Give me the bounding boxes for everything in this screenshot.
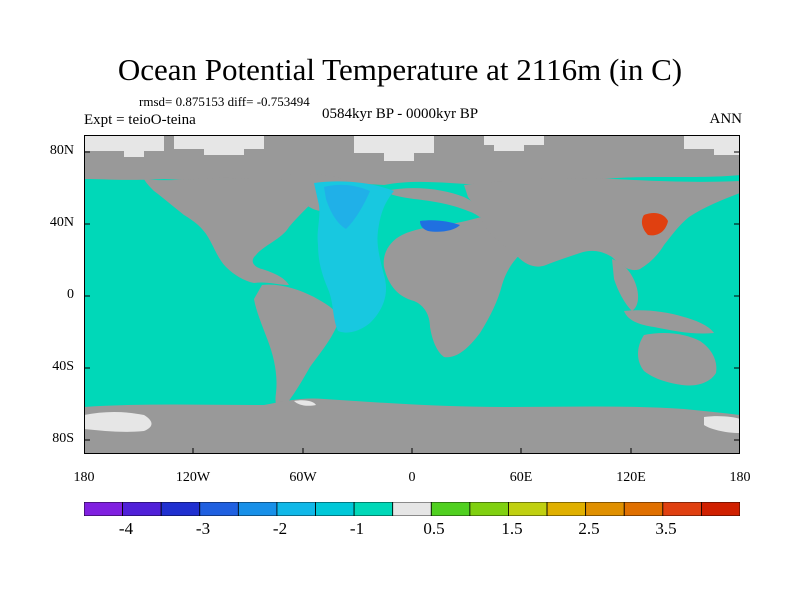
colorbar-swatch: [237, 502, 278, 516]
colorbar-swatch: [585, 502, 625, 516]
mediterranean-patch: [420, 220, 460, 232]
australia-land: [638, 333, 717, 386]
colorbar-swatch: [546, 502, 587, 516]
indonesia-land: [624, 310, 714, 334]
colorbar-label: -1: [349, 519, 365, 538]
lat-label-80n: 80N: [49, 143, 74, 158]
colorbar-swatch: [122, 502, 162, 516]
colorbar-swatch: [315, 502, 355, 516]
lon-label-180-left: 180: [73, 470, 95, 485]
stats-line: rmsd= 0.875153 diff= -0.753494: [139, 94, 310, 109]
colorbar-label: -3: [195, 519, 211, 538]
japan-sea-patch: [641, 213, 668, 236]
arctic-missing: [84, 135, 740, 161]
colorbar-swatch: [430, 502, 471, 516]
colorbar-swatch: [392, 502, 432, 516]
lat-label-80s: 80S: [52, 431, 74, 446]
lat-label-40n: 40N: [49, 215, 74, 230]
colorbar-swatch: [84, 502, 123, 516]
colorbar-label: 1.5: [501, 519, 523, 538]
colorbar-swatch: [353, 502, 394, 516]
lon-label-120w: 120W: [175, 470, 211, 485]
colorbar-swatch: [276, 502, 316, 516]
atlantic-cool-region: [314, 181, 394, 333]
colorbar-swatch: [469, 502, 509, 516]
atlantic-cooler-patch: [324, 184, 370, 229]
colorbar-swatch: [199, 502, 239, 516]
experiment-label: Expt = teioO-teina: [84, 112, 196, 128]
colorbar-swatch: [701, 502, 740, 516]
colorbar-swatch: [160, 502, 201, 516]
colorbar-label: 3.5: [655, 519, 677, 538]
season-label: ANN: [709, 111, 743, 127]
lat-label-0: 0: [67, 287, 74, 302]
lat-tick-marks: [84, 151, 740, 441]
lon-tick-marks: [192, 448, 632, 454]
asia-land: [464, 178, 740, 271]
colorbar-label: -2: [272, 519, 288, 538]
map-title: Ocean Potential Temperature at 2116m (in…: [117, 52, 683, 87]
lon-label-180-right: 180: [729, 470, 751, 485]
colorbar-swatch: [623, 502, 664, 516]
lat-label-40s: 40S: [52, 359, 74, 374]
colorbar-swatch: [662, 502, 702, 516]
period-label: 0584kyr BP - 0000kyr BP: [322, 106, 479, 122]
colorbar-swatch: [508, 502, 548, 516]
south-america-land: [254, 284, 339, 410]
antarctica-land: [84, 398, 740, 454]
indochina-land: [612, 259, 639, 311]
colorbar-label: 2.5: [578, 519, 600, 538]
world-map: [84, 135, 740, 454]
colorbar-label: 0.5: [423, 519, 445, 538]
lon-label-60w: 60W: [289, 470, 317, 485]
lon-label-60e: 60E: [509, 470, 533, 485]
colorbar-label: -4: [118, 519, 134, 538]
lon-label-120e: 120E: [616, 470, 646, 485]
colorbar: [84, 502, 740, 516]
north-america-land: [144, 177, 324, 285]
lon-label-0: 0: [408, 470, 416, 485]
